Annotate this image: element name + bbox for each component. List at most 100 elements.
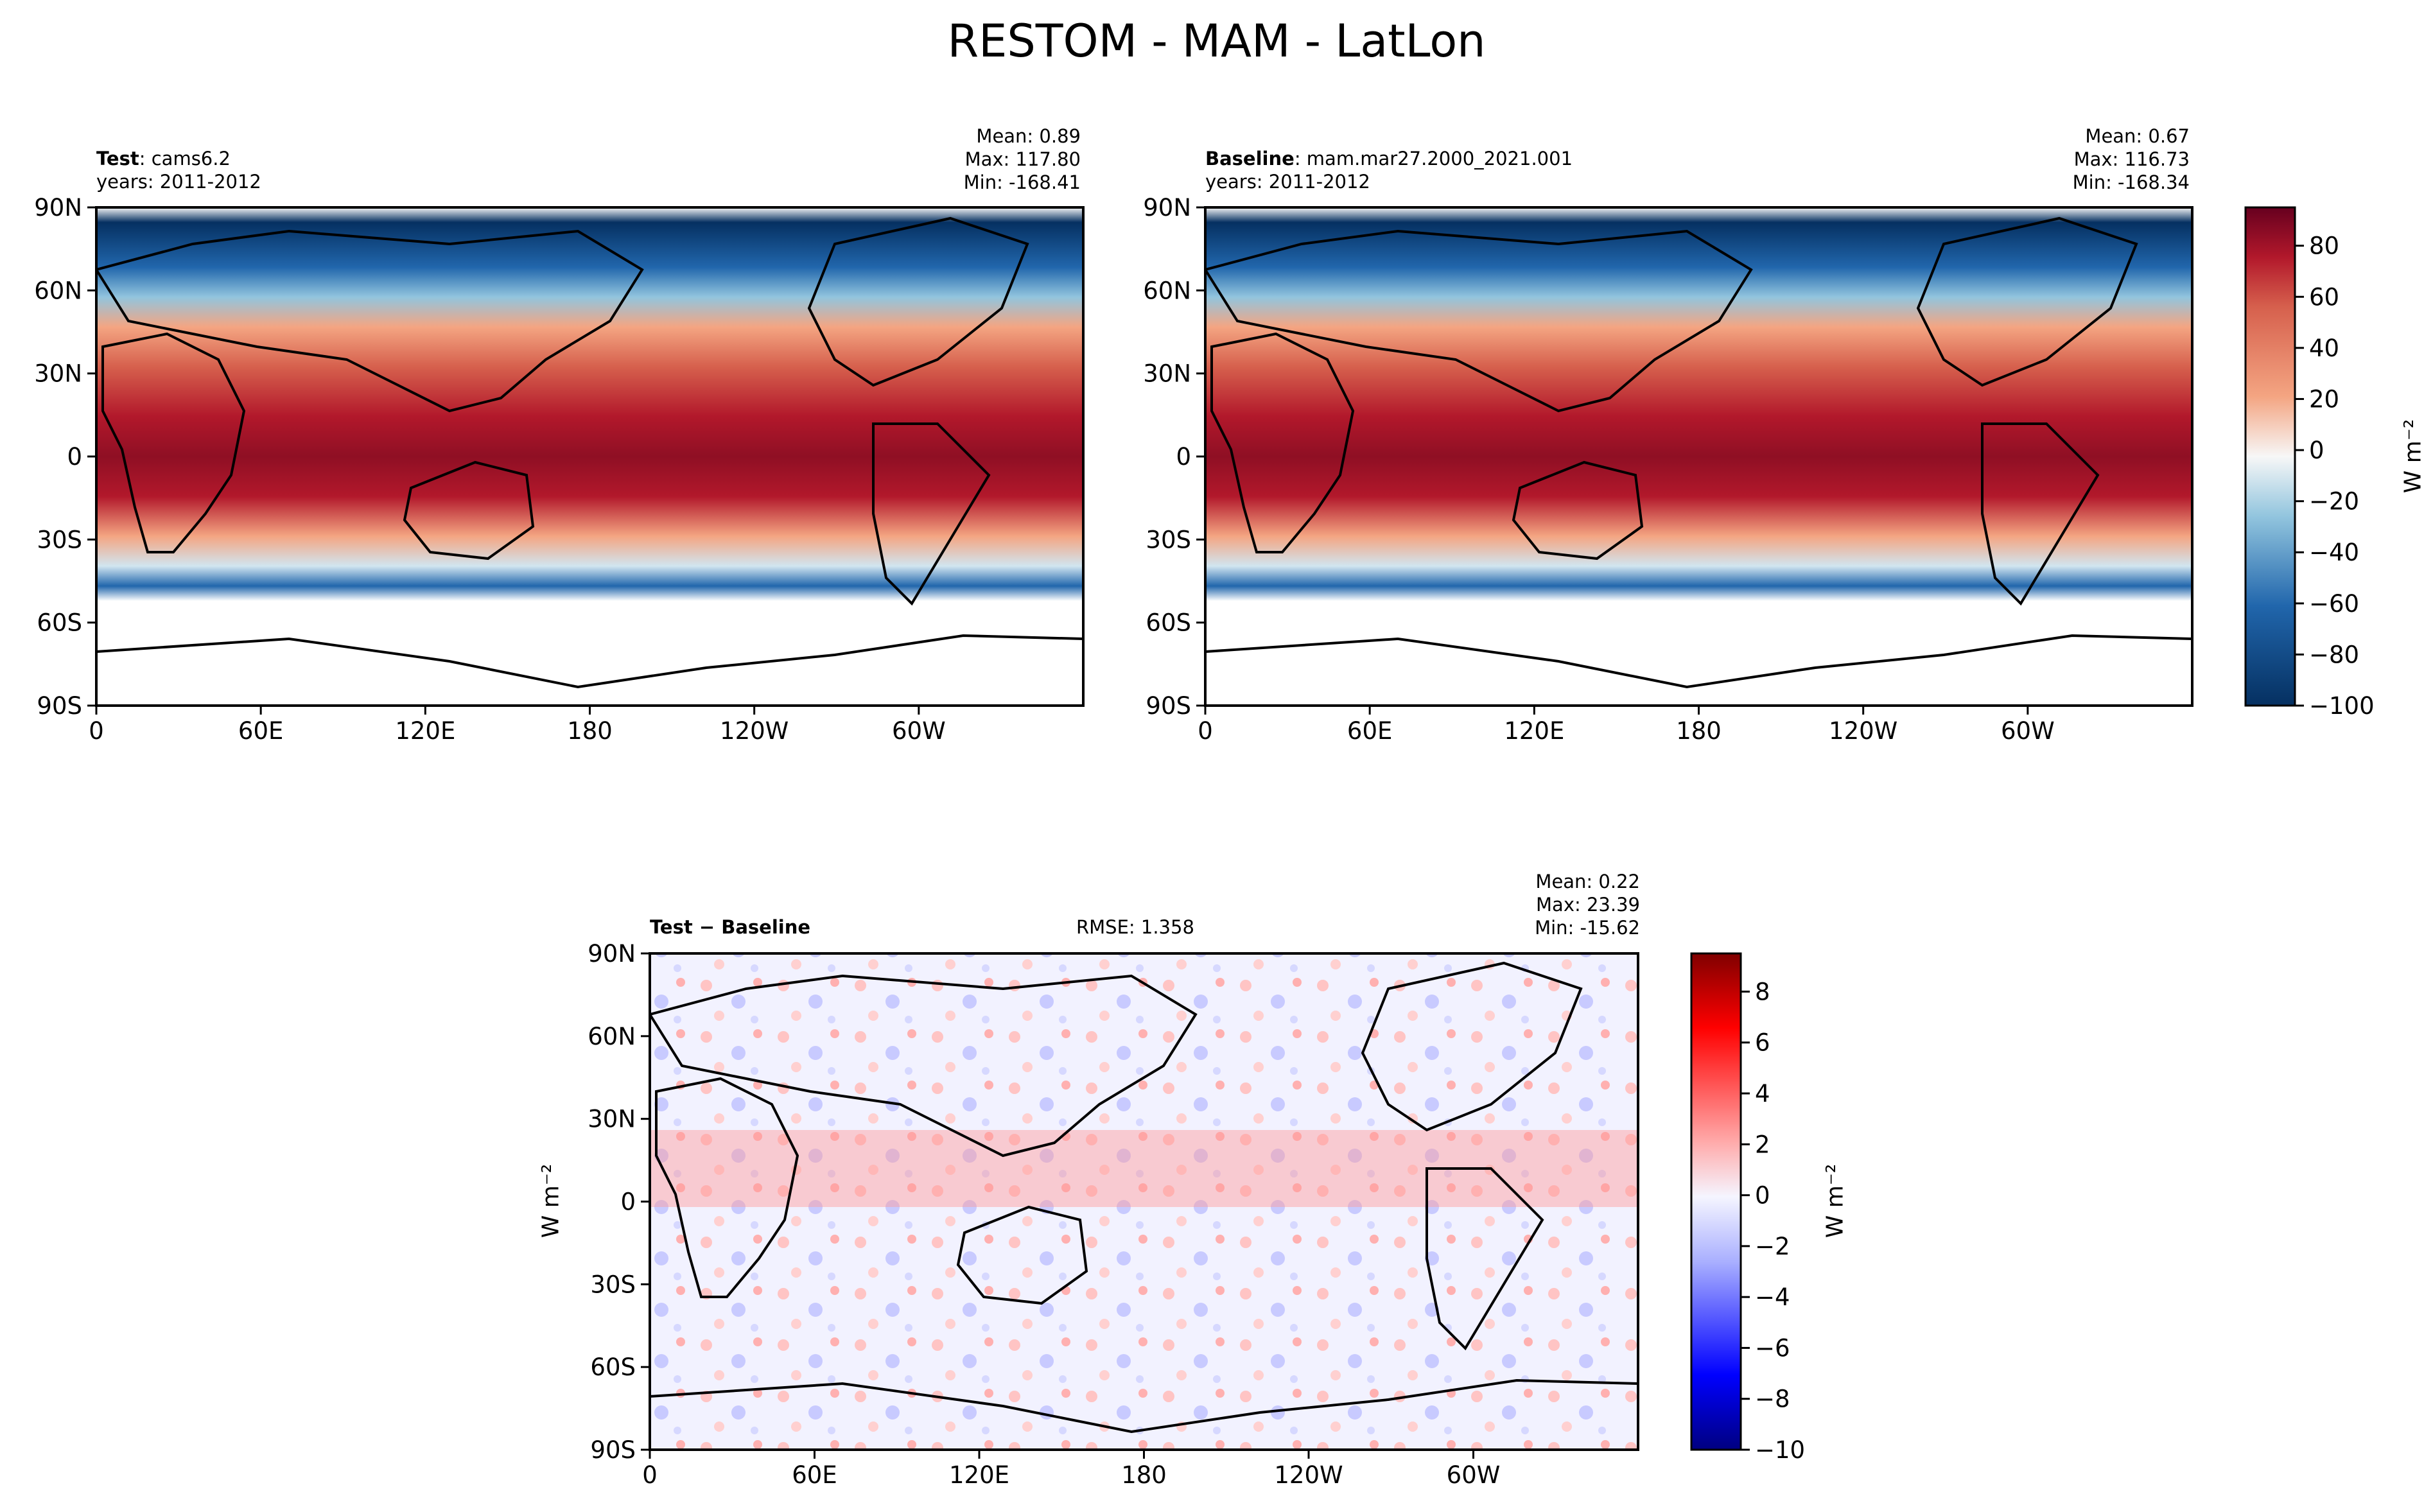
diff-africa-outline <box>655 1077 799 1298</box>
diff-ytick-label: 60N <box>588 1023 636 1050</box>
colorbar-2-tick-label: −4 <box>1755 1283 1790 1311</box>
test-xtick-label: 0 <box>89 717 104 745</box>
colorbar-2-tick-label: −10 <box>1755 1436 1805 1464</box>
test-ytick-label: 60N <box>34 277 82 304</box>
test-ytick-label: 30S <box>37 526 82 553</box>
colorbar-2 <box>1690 952 1742 1451</box>
baseline-xtick-label: 60E <box>1347 717 1392 745</box>
baseline-xtick-label: 0 <box>1198 717 1213 745</box>
diff-ytick-label: 90N <box>588 940 636 968</box>
baseline-label-bold: Baseline <box>1205 148 1295 169</box>
diff-xtick-label: 60E <box>792 1461 837 1489</box>
colorbar-1-tick-label: −100 <box>2309 692 2375 720</box>
colorbar-2-tick-label: −2 <box>1755 1233 1790 1260</box>
baseline-years: years: 2011-2012 <box>1205 171 1370 193</box>
diff-eurasia-outline <box>650 974 1198 1158</box>
baseline-australia-outline <box>1512 460 1644 560</box>
baseline-s-america-outline <box>1981 422 2100 606</box>
diff-xtick-label: 120W <box>1274 1461 1343 1489</box>
test-continents <box>96 216 1083 689</box>
diff-ytick-label: 30N <box>588 1106 636 1133</box>
baseline-xtick-label: 120E <box>1504 717 1564 745</box>
baseline-max: Max: 116.73 <box>2073 148 2190 170</box>
colorbar-2-tick-label: −6 <box>1755 1334 1790 1362</box>
baseline-panel-label: Baseline: mam.mar27.2000_2021.001 <box>1205 148 1573 169</box>
diff-ytick-label: 0 <box>620 1188 636 1216</box>
test-eurasia-outline <box>96 229 644 413</box>
baseline-antarctica-outline <box>1205 634 2192 689</box>
colorbar-1-tick-label: −80 <box>2309 641 2359 668</box>
baseline-ytick-label: 0 <box>1176 443 1191 471</box>
baseline-africa-outline <box>1210 332 1355 553</box>
test-antarctica-outline <box>96 634 1083 689</box>
test-panel-label: Test: cams6.2 <box>96 148 231 169</box>
colorbar-1-tick-label: 20 <box>2309 385 2339 413</box>
baseline-xtick-label: 60W <box>2001 717 2055 745</box>
colorbar-1-tick-label: 0 <box>2309 437 2324 464</box>
diff-max: Max: 23.39 <box>1536 894 1640 916</box>
test-years: years: 2011-2012 <box>96 171 261 193</box>
baseline-ytick-label: 30S <box>1146 526 1191 553</box>
diff-rmse: RMSE: 1.358 <box>1076 916 1194 938</box>
diff-n-america-outline <box>1361 961 1583 1132</box>
test-stats: Mean: 0.89 Max: 117.80 Min: -168.41 <box>964 125 1081 194</box>
colorbar-2-tick-label: 6 <box>1755 1029 1770 1057</box>
colorbar-2-tick-label: 0 <box>1755 1182 1770 1210</box>
baseline-xtick-label: 120W <box>1829 717 1897 745</box>
diff-antarctica-outline <box>650 1378 1638 1434</box>
test-field <box>96 207 1083 706</box>
diff-label-bold: Test − Baseline <box>650 916 811 938</box>
baseline-label-rest: : mam.mar27.2000_2021.001 <box>1294 148 1573 169</box>
test-label-rest: : cams6.2 <box>139 148 231 169</box>
diff-mean: Mean: 0.22 <box>1535 871 1640 892</box>
test-label-bold: Test <box>96 148 139 169</box>
colorbar-1-tick-label: −60 <box>2309 590 2359 618</box>
colorbar-1 <box>2244 206 2296 707</box>
diff-s-america-outline <box>1426 1167 1544 1351</box>
test-n-america-outline <box>807 216 1029 387</box>
colorbar-1-tick-label: 40 <box>2309 335 2339 362</box>
colorbar-1-tick-label: 80 <box>2309 232 2339 260</box>
baseline-n-america-outline <box>1916 216 2138 387</box>
test-panel <box>96 207 1083 706</box>
baseline-panel <box>1205 207 2192 706</box>
colorbar-2-tick-label: −8 <box>1755 1386 1790 1413</box>
baseline-min: Min: -168.34 <box>2072 171 2190 193</box>
diff-min: Min: -15.62 <box>1535 917 1640 939</box>
diff-panel-label: Test − Baseline <box>650 916 810 938</box>
diff-australia-outline <box>956 1205 1088 1305</box>
test-africa-outline <box>101 332 246 553</box>
diff-xtick-label: 180 <box>1121 1461 1167 1489</box>
diff-xtick-label: 120E <box>949 1461 1009 1489</box>
diff-continents <box>650 961 1638 1434</box>
baseline-continents <box>1205 216 2192 689</box>
baseline-mean: Mean: 0.67 <box>2085 125 2190 147</box>
test-ytick-label: 90N <box>34 194 82 222</box>
diff-ytick-label: 90S <box>590 1436 636 1464</box>
colorbar-1-tick-label: 60 <box>2309 283 2339 311</box>
colorbar-2-tick-label: 2 <box>1755 1131 1770 1158</box>
baseline-ytick-label: 60N <box>1143 277 1191 304</box>
test-max: Max: 117.80 <box>964 148 1081 170</box>
baseline-ytick-label: 90S <box>1146 692 1191 720</box>
test-xtick-label: 120E <box>395 717 455 745</box>
test-xtick-label: 180 <box>567 717 613 745</box>
figure-title: RESTOM - MAM - LatLon <box>947 15 1486 67</box>
baseline-field <box>1205 207 2192 706</box>
baseline-ytick-label: 60S <box>1146 609 1191 637</box>
test-s-america-outline <box>872 422 991 606</box>
test-min: Min: -168.41 <box>963 171 1081 193</box>
baseline-ytick-label: 30N <box>1143 360 1191 388</box>
test-ytick-label: 30N <box>34 360 82 388</box>
test-ytick-label: 90S <box>37 692 82 720</box>
diff-ytick-label: 30S <box>590 1271 636 1298</box>
test-ytick-label: 60S <box>37 609 82 637</box>
colorbar-1-tick-label: −20 <box>2309 488 2359 516</box>
test-xtick-label: 60W <box>892 717 946 745</box>
colorbar-2-tick-label: 8 <box>1755 978 1770 1005</box>
baseline-ytick-label: 90N <box>1143 194 1191 222</box>
diff-stats: Mean: 0.22 Max: 23.39 Min: -15.62 <box>1535 870 1640 939</box>
diff-field <box>650 953 1638 1450</box>
